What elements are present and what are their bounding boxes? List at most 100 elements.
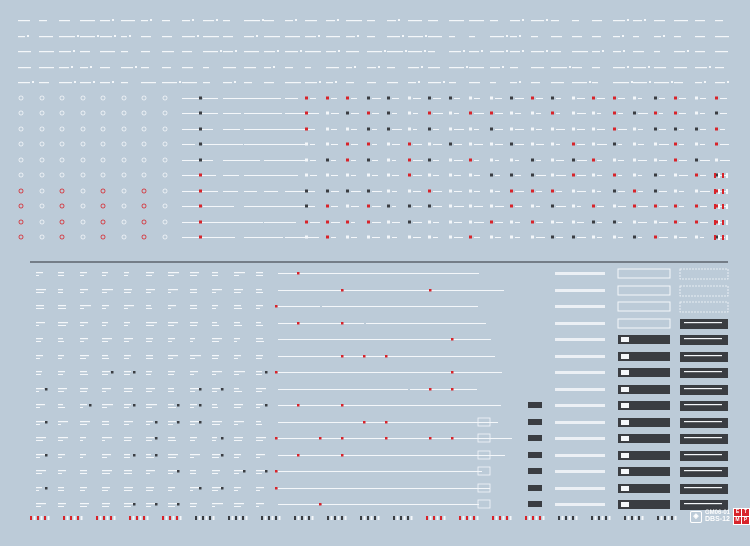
decal-dot [262, 19, 264, 21]
decal-strip [212, 457, 219, 458]
decal-strip [454, 175, 461, 176]
square-logo-icon: ◈ [690, 510, 702, 523]
decal-dot [531, 173, 534, 177]
decal-dot [346, 220, 349, 224]
decal-strip [388, 323, 419, 324]
decal-strip [278, 504, 310, 505]
decal-strip [190, 371, 198, 373]
decal-caution-stripe [139, 516, 142, 520]
decal-ring [162, 188, 168, 194]
decal-strip [168, 355, 178, 357]
decal-strip [168, 404, 174, 406]
decal-caution-stripe [363, 516, 366, 520]
decal-warning-panel [618, 335, 670, 344]
decal-strip [346, 36, 355, 38]
decal-warning-panel [680, 451, 728, 461]
decal-dot [449, 204, 452, 208]
decal-caution-stripe [341, 516, 343, 520]
decal-caution-stripe [202, 516, 204, 520]
decal-warning-panel [617, 318, 671, 329]
decal-strip [223, 191, 238, 192]
decal-dot [589, 81, 591, 83]
decal-strip [80, 305, 91, 307]
decal-strip [146, 487, 154, 489]
decal-strip [310, 237, 319, 238]
decal-strip [326, 51, 336, 53]
decal-strip [168, 506, 175, 507]
decal-strip [474, 237, 480, 238]
decal-strip [121, 20, 135, 22]
decal-strip [285, 160, 305, 161]
decal-strip [146, 275, 152, 276]
decal-strip [234, 388, 239, 390]
decal-strip [124, 322, 130, 324]
decal-strip [638, 113, 648, 114]
decal-strip [182, 113, 208, 114]
decal-dot [305, 96, 308, 100]
decal-placard [477, 466, 491, 476]
decal-strip [182, 175, 203, 176]
decal-warning-panel [617, 268, 671, 279]
decal-strip [244, 98, 273, 99]
decal-bar [555, 503, 605, 506]
decal-strip [256, 440, 263, 441]
decal-ring [141, 95, 147, 101]
decal-strip [344, 455, 367, 456]
decal-dot [674, 189, 677, 193]
decal-strip [495, 222, 503, 223]
decal-caution-stripe [113, 516, 116, 520]
decal-dot [592, 111, 595, 115]
decal-dot [519, 35, 521, 37]
decal-ring [39, 110, 45, 116]
decal-bar [555, 355, 605, 358]
decal-strip [577, 175, 586, 176]
decal-strip [182, 36, 195, 38]
decal-strip [80, 341, 84, 342]
decal-strip [449, 51, 461, 53]
decal-dot [592, 189, 595, 193]
decal-strip [121, 51, 128, 53]
decal-strip [100, 20, 110, 22]
decal-caution-stripe [80, 516, 83, 520]
decal-caution-stripe [143, 516, 145, 520]
decal-strip [58, 388, 67, 390]
decal-caution-stripe [568, 516, 571, 520]
decal-dot [633, 111, 636, 115]
decal-strip [331, 144, 338, 145]
decal-strip [495, 129, 503, 130]
decal-strip [577, 160, 587, 161]
decal-strip [410, 405, 437, 406]
decal-strip [146, 470, 155, 472]
decal-strip [36, 404, 45, 406]
decal-caution-stripe [407, 516, 409, 520]
decal-dot [408, 111, 411, 115]
decal-strip [310, 191, 315, 192]
decal-strip [495, 237, 501, 238]
decal-caution-stripe [575, 516, 578, 520]
decal-ring [162, 141, 168, 147]
decal-strip [234, 421, 244, 423]
decal-dot [428, 158, 431, 162]
decal-strip [80, 437, 86, 439]
decal-warning-panel [680, 484, 728, 494]
decal-strip [223, 51, 233, 53]
decal-strip [474, 191, 480, 192]
decal-strip [146, 305, 151, 307]
decal-dot [674, 173, 677, 177]
decal-dot [428, 96, 431, 100]
decal-ring [18, 141, 24, 147]
decal-placard [528, 468, 542, 474]
decal-strip [597, 237, 602, 238]
decal-strip [432, 455, 456, 456]
decal-strip [700, 175, 706, 176]
decal-strip [162, 51, 174, 53]
decal-strip [36, 506, 41, 507]
decal-dot [490, 96, 493, 100]
decal-strip [190, 454, 200, 456]
decal-strip [474, 175, 480, 176]
decal-dot [451, 371, 454, 374]
decal-strip [684, 470, 722, 472]
brand-series: GM06-01 [705, 510, 731, 516]
decal-strip [168, 374, 174, 375]
decal-dot [490, 235, 493, 239]
